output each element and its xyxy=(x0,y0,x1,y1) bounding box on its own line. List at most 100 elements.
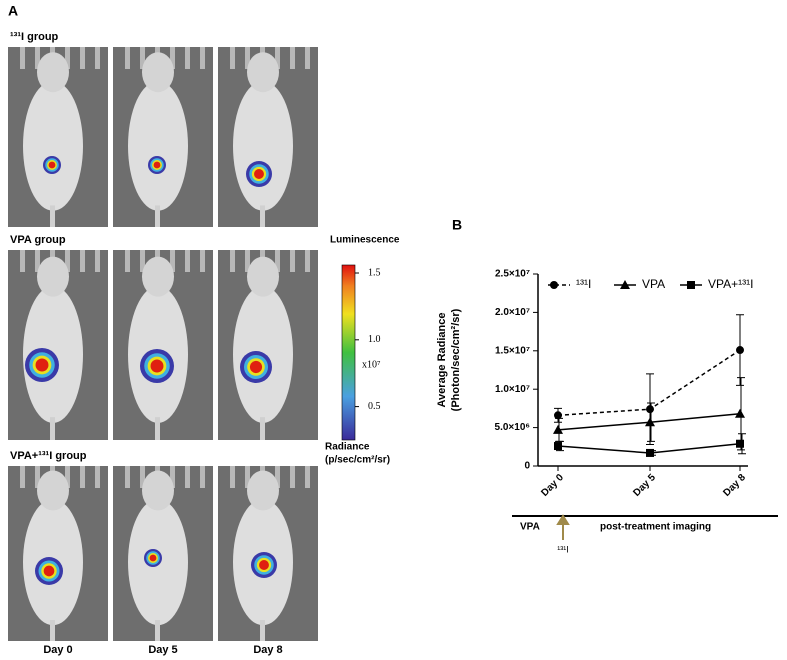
cage-bar xyxy=(65,250,70,272)
mouse-head xyxy=(247,470,279,511)
mouse-image xyxy=(113,250,213,440)
cage-bar xyxy=(125,466,130,488)
marker xyxy=(687,281,695,289)
cage-bar xyxy=(230,250,235,272)
mouse-tail xyxy=(260,205,265,227)
marker xyxy=(736,346,744,355)
cage-bar xyxy=(95,47,100,69)
cage-bar xyxy=(80,47,85,69)
colorbar-title: Luminescence xyxy=(330,235,400,246)
cage-bar xyxy=(275,250,280,272)
x-tick-label: Day 8 xyxy=(721,472,748,499)
mouse-head xyxy=(142,256,174,297)
cage-bar xyxy=(245,466,250,488)
marker xyxy=(646,405,654,414)
mouse-image xyxy=(8,47,108,227)
x-tick-label: Day 5 xyxy=(631,472,658,499)
cage-bar xyxy=(125,47,130,69)
mouse-image xyxy=(218,250,318,440)
mouse-head xyxy=(37,470,69,511)
day-label: Day 8 xyxy=(253,644,282,656)
cage-bar xyxy=(80,466,85,488)
signal xyxy=(153,161,161,169)
cage-bar xyxy=(275,47,280,69)
panel-label: A xyxy=(8,3,18,19)
cage-bar xyxy=(20,250,25,272)
timeline-after: post-treatment imaging xyxy=(600,522,711,533)
marker xyxy=(550,281,558,289)
marker xyxy=(645,417,655,427)
mouse-image xyxy=(8,250,108,440)
cage-bar xyxy=(140,47,145,69)
cage-bar xyxy=(20,466,25,488)
legend-label: VPA xyxy=(642,277,665,291)
cage-bar xyxy=(170,466,175,488)
mouse-head xyxy=(247,256,279,297)
cage-bar xyxy=(95,466,100,488)
cage-bar xyxy=(305,47,310,69)
cage-bar xyxy=(305,466,310,488)
marker xyxy=(735,408,745,418)
y-axis-label: Average Radiance xyxy=(436,313,448,408)
mouse-body xyxy=(233,81,293,211)
y-tick-label: 5.0×10⁶ xyxy=(495,422,530,433)
mouse-tail xyxy=(260,417,265,440)
colorbar-tick-label: 0.5 xyxy=(368,401,381,412)
cage-bar xyxy=(170,250,175,272)
cage-bar xyxy=(185,250,190,272)
signal xyxy=(35,358,49,372)
mouse-image xyxy=(113,466,213,641)
cage-bar xyxy=(65,47,70,69)
marker xyxy=(620,280,630,289)
marker xyxy=(646,448,654,457)
timeline-arrow-label: ¹³¹I xyxy=(557,544,569,554)
mouse-body xyxy=(23,81,83,211)
cage-bar xyxy=(35,466,40,488)
group-label: VPA+¹³¹I group xyxy=(10,450,87,462)
mouse-tail xyxy=(155,205,160,227)
cage-bar xyxy=(200,466,205,488)
cage-bar xyxy=(305,250,310,272)
cage-bar xyxy=(245,47,250,69)
mouse-tail xyxy=(155,620,160,641)
cage-bar xyxy=(95,250,100,272)
cage-bar xyxy=(125,250,130,272)
cage-bar xyxy=(35,250,40,272)
mouse-tail xyxy=(260,620,265,641)
signal xyxy=(254,169,264,179)
mouse-image xyxy=(113,47,213,227)
signal xyxy=(259,560,269,570)
signal xyxy=(150,359,164,373)
mouse-head xyxy=(142,52,174,93)
cage-bar xyxy=(140,466,145,488)
group-label: ¹³¹I group xyxy=(10,31,59,43)
signal xyxy=(149,554,157,562)
colorbar-multiplier: x10⁷ xyxy=(362,359,381,370)
cage-bar xyxy=(245,250,250,272)
colorbar-unit: (p/sec/cm²/sr) xyxy=(325,455,390,466)
cage-bar xyxy=(230,47,235,69)
mouse-body xyxy=(128,81,188,211)
cage-bar xyxy=(290,466,295,488)
mouse-tail xyxy=(155,417,160,440)
marker xyxy=(553,424,563,434)
mouse-head xyxy=(247,52,279,93)
y-tick-label: 1.0×10⁷ xyxy=(495,384,530,395)
group-label: VPA group xyxy=(10,234,66,246)
y-tick-label: 2.5×10⁷ xyxy=(495,269,530,280)
day-label: Day 0 xyxy=(43,644,72,656)
mouse-tail xyxy=(50,417,55,440)
cage-bar xyxy=(20,47,25,69)
colorbar-tick-label: 1.0 xyxy=(368,334,381,345)
signal xyxy=(249,360,263,374)
cage-bar xyxy=(185,466,190,488)
day-label: Day 5 xyxy=(148,644,177,656)
signal xyxy=(48,161,56,169)
cage-bar xyxy=(140,250,145,272)
mouse-head xyxy=(37,256,69,297)
cage-bar xyxy=(170,47,175,69)
cage-bar xyxy=(80,250,85,272)
y-axis-label: (Photon/sec/cm²/sr) xyxy=(450,308,462,411)
legend-label: ¹³¹I xyxy=(576,277,591,291)
cage-bar xyxy=(65,466,70,488)
